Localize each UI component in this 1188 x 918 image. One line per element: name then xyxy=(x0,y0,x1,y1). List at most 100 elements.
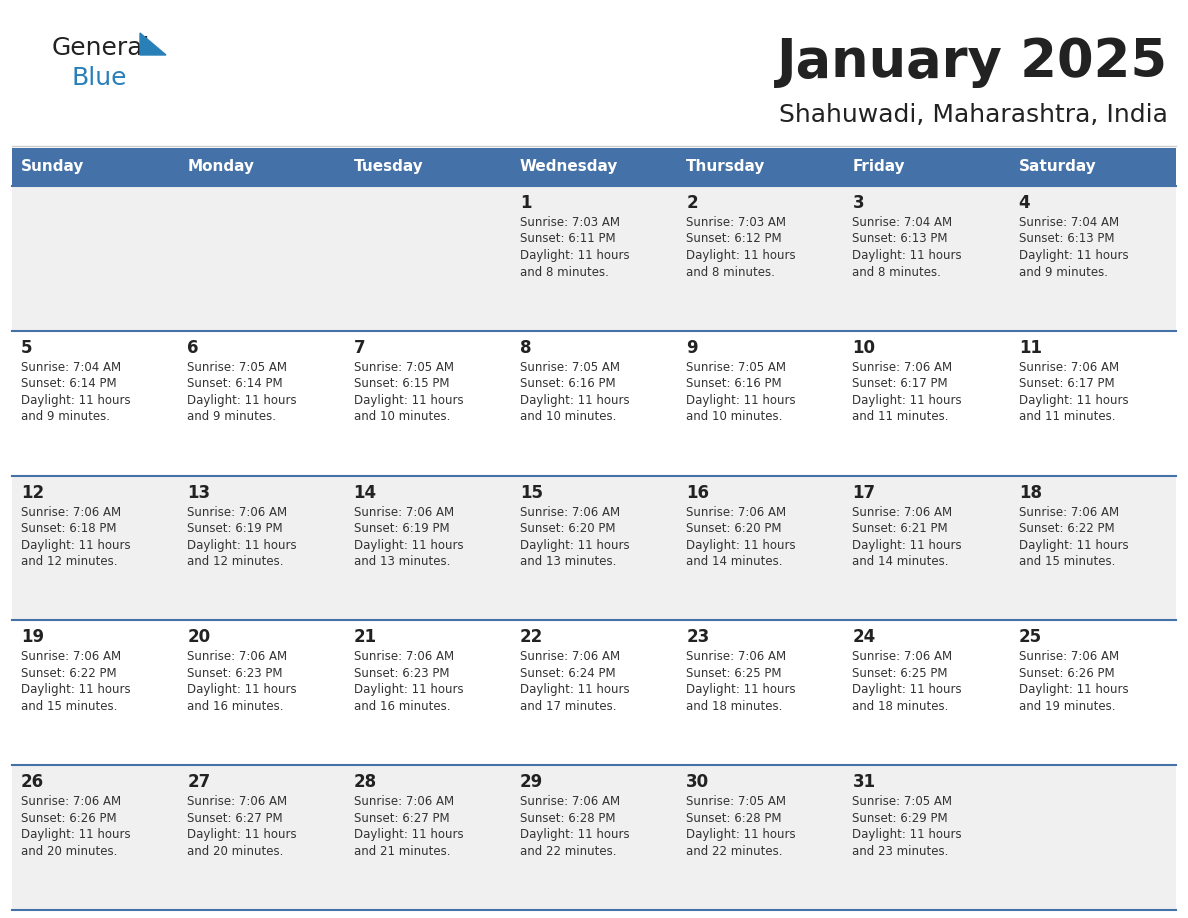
Text: Sunrise: 7:06 AM: Sunrise: 7:06 AM xyxy=(520,506,620,519)
Text: and 14 minutes.: and 14 minutes. xyxy=(687,555,783,568)
Text: Daylight: 11 hours: Daylight: 11 hours xyxy=(687,394,796,407)
Text: Daylight: 11 hours: Daylight: 11 hours xyxy=(1019,539,1129,552)
Text: Sunrise: 7:04 AM: Sunrise: 7:04 AM xyxy=(853,216,953,229)
Bar xyxy=(511,148,677,186)
Text: Daylight: 11 hours: Daylight: 11 hours xyxy=(21,828,131,841)
Text: 16: 16 xyxy=(687,484,709,501)
Text: Sunset: 6:13 PM: Sunset: 6:13 PM xyxy=(1019,232,1114,245)
Bar xyxy=(12,621,1176,766)
Text: Sunset: 6:25 PM: Sunset: 6:25 PM xyxy=(687,666,782,680)
Text: Sunrise: 7:06 AM: Sunrise: 7:06 AM xyxy=(687,650,786,664)
Text: Sunrise: 7:06 AM: Sunrise: 7:06 AM xyxy=(1019,361,1119,374)
Text: and 11 minutes.: and 11 minutes. xyxy=(853,410,949,423)
Text: 22: 22 xyxy=(520,629,543,646)
Text: and 20 minutes.: and 20 minutes. xyxy=(188,845,284,857)
Text: 21: 21 xyxy=(354,629,377,646)
Text: 23: 23 xyxy=(687,629,709,646)
Text: 9: 9 xyxy=(687,339,697,357)
Text: Sunrise: 7:05 AM: Sunrise: 7:05 AM xyxy=(188,361,287,374)
Text: Daylight: 11 hours: Daylight: 11 hours xyxy=(687,828,796,841)
Text: Sunset: 6:17 PM: Sunset: 6:17 PM xyxy=(853,377,948,390)
Text: Sunrise: 7:06 AM: Sunrise: 7:06 AM xyxy=(21,650,121,664)
Text: Sunrise: 7:06 AM: Sunrise: 7:06 AM xyxy=(687,506,786,519)
Text: and 15 minutes.: and 15 minutes. xyxy=(21,700,118,713)
Text: and 22 minutes.: and 22 minutes. xyxy=(520,845,617,857)
Bar xyxy=(12,148,178,186)
Text: Blue: Blue xyxy=(72,66,127,90)
Text: 2: 2 xyxy=(687,194,697,212)
Text: and 10 minutes.: and 10 minutes. xyxy=(354,410,450,423)
Text: Sunset: 6:16 PM: Sunset: 6:16 PM xyxy=(520,377,615,390)
Text: and 8 minutes.: and 8 minutes. xyxy=(520,265,608,278)
Text: and 19 minutes.: and 19 minutes. xyxy=(1019,700,1116,713)
Text: Daylight: 11 hours: Daylight: 11 hours xyxy=(188,828,297,841)
Text: Daylight: 11 hours: Daylight: 11 hours xyxy=(21,683,131,697)
Bar xyxy=(12,766,1176,910)
Text: Sunset: 6:27 PM: Sunset: 6:27 PM xyxy=(188,812,283,824)
Text: Sunset: 6:22 PM: Sunset: 6:22 PM xyxy=(1019,522,1114,535)
Text: 29: 29 xyxy=(520,773,543,791)
Text: Sunrise: 7:04 AM: Sunrise: 7:04 AM xyxy=(1019,216,1119,229)
Text: Sunset: 6:16 PM: Sunset: 6:16 PM xyxy=(687,377,782,390)
Text: 30: 30 xyxy=(687,773,709,791)
Text: and 12 minutes.: and 12 minutes. xyxy=(21,555,118,568)
Text: and 15 minutes.: and 15 minutes. xyxy=(1019,555,1116,568)
Text: and 8 minutes.: and 8 minutes. xyxy=(853,265,941,278)
Bar xyxy=(843,148,1010,186)
Text: and 20 minutes.: and 20 minutes. xyxy=(21,845,118,857)
Text: and 9 minutes.: and 9 minutes. xyxy=(21,410,110,423)
Text: Daylight: 11 hours: Daylight: 11 hours xyxy=(520,539,630,552)
Text: Sunset: 6:23 PM: Sunset: 6:23 PM xyxy=(354,666,449,680)
Text: 12: 12 xyxy=(21,484,44,501)
Text: Daylight: 11 hours: Daylight: 11 hours xyxy=(21,539,131,552)
Text: Daylight: 11 hours: Daylight: 11 hours xyxy=(520,828,630,841)
Text: Sunrise: 7:03 AM: Sunrise: 7:03 AM xyxy=(520,216,620,229)
Text: Sunrise: 7:06 AM: Sunrise: 7:06 AM xyxy=(354,795,454,808)
Text: Sunrise: 7:06 AM: Sunrise: 7:06 AM xyxy=(354,650,454,664)
Text: Sunrise: 7:06 AM: Sunrise: 7:06 AM xyxy=(520,650,620,664)
Text: Sunrise: 7:06 AM: Sunrise: 7:06 AM xyxy=(853,650,953,664)
Text: and 18 minutes.: and 18 minutes. xyxy=(853,700,949,713)
Text: Sunset: 6:15 PM: Sunset: 6:15 PM xyxy=(354,377,449,390)
Bar xyxy=(12,476,1176,621)
Text: 1: 1 xyxy=(520,194,531,212)
Text: and 23 minutes.: and 23 minutes. xyxy=(853,845,949,857)
Text: and 11 minutes.: and 11 minutes. xyxy=(1019,410,1116,423)
Text: Daylight: 11 hours: Daylight: 11 hours xyxy=(520,249,630,262)
Bar xyxy=(178,148,345,186)
Text: Sunrise: 7:06 AM: Sunrise: 7:06 AM xyxy=(21,506,121,519)
Text: Daylight: 11 hours: Daylight: 11 hours xyxy=(354,828,463,841)
Text: Sunrise: 7:05 AM: Sunrise: 7:05 AM xyxy=(520,361,620,374)
Text: Sunrise: 7:05 AM: Sunrise: 7:05 AM xyxy=(687,361,786,374)
Text: Daylight: 11 hours: Daylight: 11 hours xyxy=(1019,683,1129,697)
Text: Sunset: 6:13 PM: Sunset: 6:13 PM xyxy=(853,232,948,245)
Text: Daylight: 11 hours: Daylight: 11 hours xyxy=(853,394,962,407)
Text: General: General xyxy=(52,36,151,60)
Text: Sunrise: 7:04 AM: Sunrise: 7:04 AM xyxy=(21,361,121,374)
Text: 28: 28 xyxy=(354,773,377,791)
Text: Daylight: 11 hours: Daylight: 11 hours xyxy=(188,394,297,407)
Text: Daylight: 11 hours: Daylight: 11 hours xyxy=(1019,394,1129,407)
Text: January 2025: January 2025 xyxy=(777,36,1168,88)
Text: and 10 minutes.: and 10 minutes. xyxy=(687,410,783,423)
Text: Sunset: 6:21 PM: Sunset: 6:21 PM xyxy=(853,522,948,535)
Text: Sunset: 6:24 PM: Sunset: 6:24 PM xyxy=(520,666,615,680)
Text: 8: 8 xyxy=(520,339,531,357)
Text: 19: 19 xyxy=(21,629,44,646)
Text: 5: 5 xyxy=(21,339,32,357)
Text: 15: 15 xyxy=(520,484,543,501)
Text: Sunset: 6:26 PM: Sunset: 6:26 PM xyxy=(21,812,116,824)
Text: 27: 27 xyxy=(188,773,210,791)
Text: Daylight: 11 hours: Daylight: 11 hours xyxy=(188,539,297,552)
Text: and 10 minutes.: and 10 minutes. xyxy=(520,410,617,423)
Text: Sunset: 6:28 PM: Sunset: 6:28 PM xyxy=(520,812,615,824)
Text: Sunrise: 7:05 AM: Sunrise: 7:05 AM xyxy=(687,795,786,808)
Text: and 13 minutes.: and 13 minutes. xyxy=(520,555,617,568)
Text: Daylight: 11 hours: Daylight: 11 hours xyxy=(853,539,962,552)
Text: Sunset: 6:23 PM: Sunset: 6:23 PM xyxy=(188,666,283,680)
Text: Sunrise: 7:06 AM: Sunrise: 7:06 AM xyxy=(853,361,953,374)
Text: Sunset: 6:22 PM: Sunset: 6:22 PM xyxy=(21,666,116,680)
Text: Sunrise: 7:06 AM: Sunrise: 7:06 AM xyxy=(853,506,953,519)
Text: and 22 minutes.: and 22 minutes. xyxy=(687,845,783,857)
Text: 24: 24 xyxy=(853,629,876,646)
